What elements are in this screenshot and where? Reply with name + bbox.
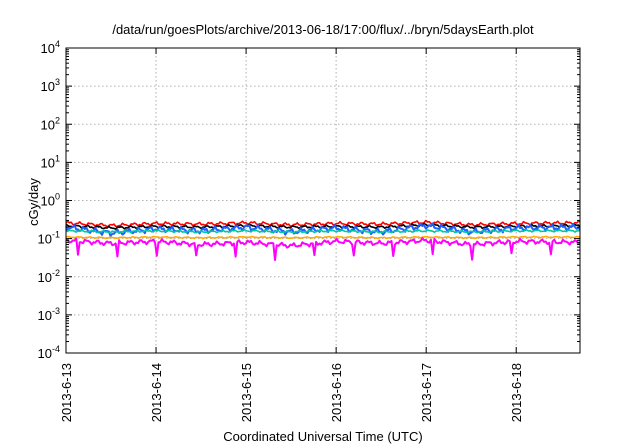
x-tick-label: 2013-6-15 [239, 363, 254, 422]
y-tick-label: 101 [41, 153, 60, 170]
series-line [65, 228, 581, 234]
y-tick-label: 10-3 [38, 306, 60, 323]
axis-ticks: 10-4 10-3 10-2 10-1 100 101 102 103 104 2013-6-13… [38, 39, 580, 422]
series-layer [65, 219, 581, 261]
chart-title: /data/run/goesPlots/archive/2013-06-18/1… [112, 22, 534, 37]
y-tick-label: 100 [41, 192, 60, 209]
grid [66, 48, 580, 353]
x-axis-label: Coordinated Universal Time (UTC) [223, 429, 422, 444]
series-line [65, 235, 581, 240]
y-tick-label: 102 [41, 115, 60, 132]
x-tick-label: 2013-6-18 [509, 363, 524, 422]
x-tick-label: 2013-6-14 [149, 363, 164, 422]
series-line [65, 219, 581, 228]
y-tick-label: 10-1 [38, 230, 60, 247]
y-tick-label: 103 [41, 77, 60, 94]
y-tick-label: 104 [41, 39, 60, 56]
y-tick-label: 10-4 [38, 344, 60, 361]
y-tick-label: 10-2 [38, 268, 60, 285]
y-axis-label: cGy/day [26, 178, 41, 226]
series-line [65, 237, 581, 261]
x-tick-label: 2013-6-16 [329, 363, 344, 422]
x-tick-label: 2013-6-13 [59, 363, 74, 422]
x-tick-label: 2013-6-17 [419, 363, 434, 422]
